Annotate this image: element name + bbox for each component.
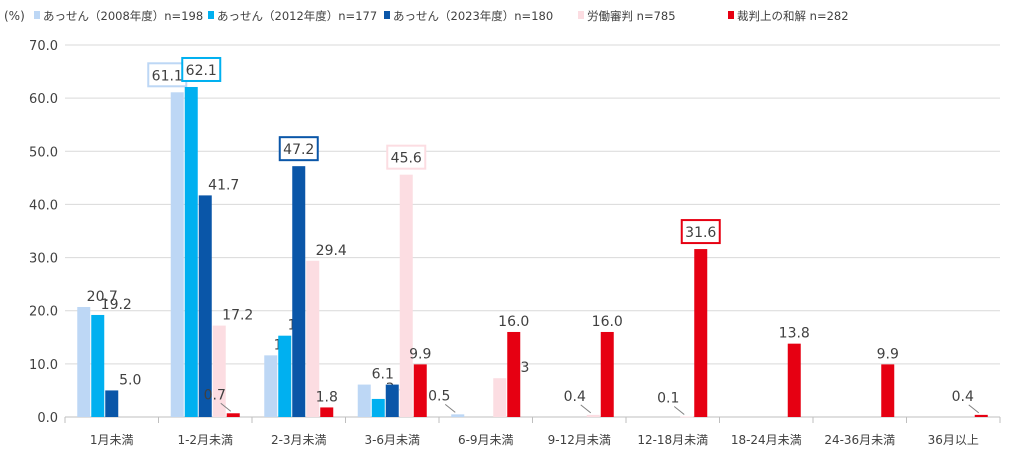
x-tick-label: 1-2月未満 (177, 433, 233, 447)
value-label: 5.0 (119, 372, 141, 388)
bar (306, 260, 320, 417)
legend-label: あっせん（2012年度）n=177 (217, 9, 377, 23)
value-label: 6.1 (372, 367, 394, 383)
legend-swatch (208, 11, 214, 19)
value-label: 9.9 (877, 346, 899, 362)
leader-line (444, 403, 456, 413)
y-tick-label: 20.0 (29, 305, 58, 320)
value-label: 31.6 (685, 225, 716, 241)
value-label-box (278, 136, 319, 162)
bar (600, 331, 614, 417)
y-tick-label: 30.0 (29, 252, 58, 267)
bar (507, 331, 521, 417)
value-label: 9.9 (409, 346, 431, 362)
bar (385, 384, 399, 417)
bar (77, 306, 91, 417)
leader-line (580, 404, 592, 414)
value-label-box (386, 144, 427, 170)
value-label: 47.2 (283, 142, 314, 158)
value-label: 0.5 (428, 388, 450, 404)
x-tick-label: 1月未満 (90, 433, 134, 447)
x-tick-label: 9-12月未満 (548, 433, 611, 447)
bar (198, 195, 212, 417)
bar (371, 398, 385, 417)
leader-line (673, 406, 685, 415)
value-label-box (181, 56, 222, 82)
bar (264, 355, 278, 417)
bar (105, 390, 119, 417)
value-label: 0.4 (564, 389, 586, 405)
leader-line (220, 402, 232, 412)
y-tick-label: 40.0 (29, 198, 58, 213)
bar (680, 416, 694, 418)
bar (787, 343, 801, 417)
value-label-box (680, 219, 721, 245)
y-tick-label: 0.0 (37, 411, 58, 426)
bar (91, 314, 105, 417)
bar (451, 414, 465, 417)
bar (292, 166, 306, 417)
legend-label: あっせん（2023年度）n=180 (393, 9, 553, 23)
value-label: 41.7 (208, 177, 239, 193)
bar (586, 414, 600, 417)
bar (974, 414, 988, 417)
value-label: 0.4 (952, 389, 974, 405)
y-axis-label: (%) (4, 9, 25, 23)
bar (320, 407, 334, 417)
bar (184, 86, 198, 418)
x-tick-label: 6-9月未満 (458, 433, 514, 447)
value-label: 16.0 (498, 314, 529, 330)
legend-label: あっせん（2008年度）n=198 (43, 9, 203, 23)
x-tick-label: 36月以上 (928, 433, 979, 447)
value-label: 0.7 (204, 387, 226, 403)
x-tick-label: 2-3月未満 (271, 433, 327, 447)
y-tick-label: 10.0 (29, 358, 58, 373)
bar (694, 249, 708, 417)
x-tick-label: 18-24月未満 (731, 433, 802, 447)
bar (357, 384, 371, 417)
bar (212, 325, 226, 417)
leader-line (968, 404, 980, 414)
value-label: 0.1 (657, 390, 679, 406)
value-label: 17.2 (222, 308, 253, 324)
bar (413, 364, 427, 417)
value-label: 13.8 (779, 326, 810, 342)
bar (493, 378, 507, 417)
value-label: 61.1 (152, 68, 183, 84)
y-tick-label: 50.0 (29, 145, 58, 160)
value-label: 1.8 (316, 389, 338, 405)
bar (278, 335, 292, 417)
bar (399, 174, 413, 417)
value-label: 20.7 (87, 289, 118, 305)
value-label: 19.2 (101, 297, 132, 313)
value-label: 45.6 (391, 151, 422, 167)
x-tick-label: 24-36月未満 (824, 433, 895, 447)
x-tick-label: 3-6月未満 (364, 433, 420, 447)
value-label: 16.0 (592, 314, 623, 330)
legend-label: 裁判上の和解 n=282 (737, 9, 849, 23)
y-tick-label: 70.0 (29, 39, 58, 54)
bar (226, 413, 240, 417)
x-tick-label: 12-18月未満 (637, 433, 708, 447)
legend-swatch (578, 11, 584, 19)
bar (881, 364, 895, 417)
legend-swatch (728, 11, 734, 19)
legend-label: 労働審判 n=785 (587, 9, 676, 23)
value-label: 62.1 (186, 63, 217, 79)
value-label: 29.4 (316, 243, 347, 259)
legend-swatch (384, 11, 390, 19)
legend-swatch (34, 11, 40, 19)
bar (170, 92, 184, 417)
y-tick-label: 60.0 (29, 92, 58, 107)
